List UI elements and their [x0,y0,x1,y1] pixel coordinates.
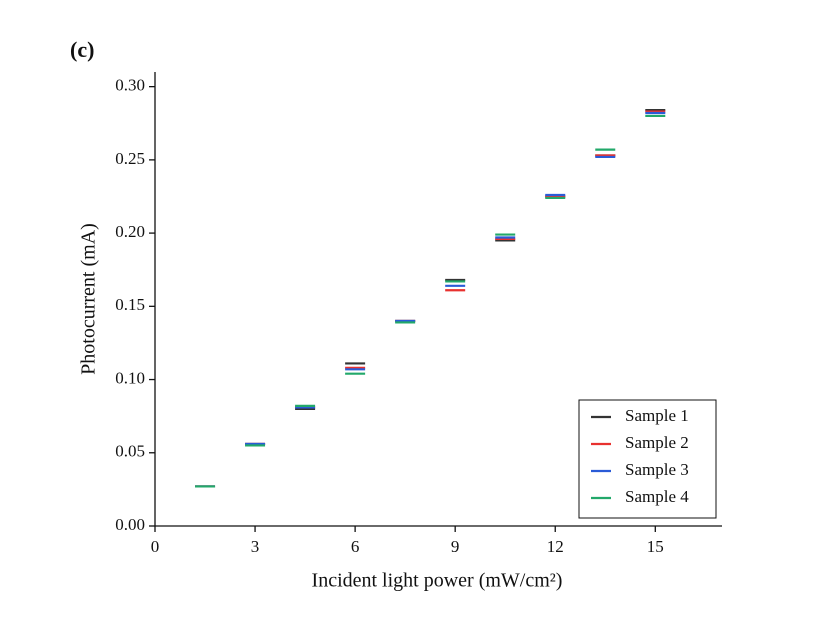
x-tick-label: 0 [151,537,160,556]
legend-label: Sample 1 [625,406,689,425]
x-tick-label: 12 [547,537,564,556]
x-tick-label: 6 [351,537,360,556]
x-tick-label: 9 [451,537,460,556]
legend-label: Sample 4 [625,487,689,506]
x-tick-label: 15 [647,537,664,556]
y-tick-label: 0.30 [115,76,145,95]
x-tick-label: 3 [251,537,260,556]
y-axis-label: Photocurrent (mA) [78,223,100,375]
y-tick-label: 0.00 [115,515,145,534]
y-tick-label: 0.20 [115,222,145,241]
legend-label: Sample 3 [625,460,689,479]
y-tick-label: 0.15 [115,295,145,314]
y-tick-label: 0.05 [115,442,145,461]
x-axis-label: Incident light power (mW/cm²) [312,570,563,592]
y-tick-label: 0.25 [115,149,145,168]
y-tick-label: 0.10 [115,368,145,387]
legend-label: Sample 2 [625,433,689,452]
panel-label: (c) [70,37,94,62]
